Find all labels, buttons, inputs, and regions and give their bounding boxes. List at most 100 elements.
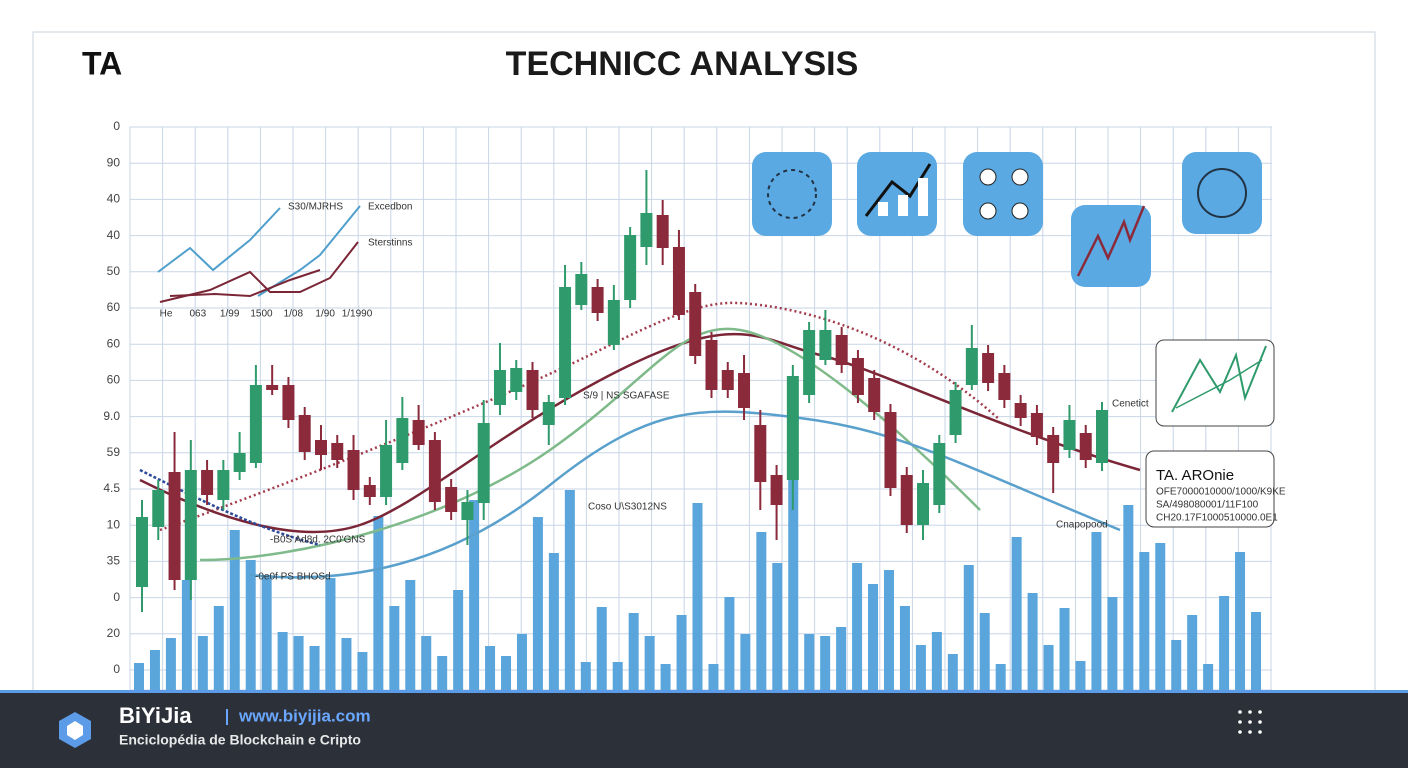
volume-bar [389, 606, 400, 690]
candle-body [835, 335, 848, 365]
candle-body [396, 418, 409, 463]
volume-bar [820, 636, 831, 690]
y-tick-label: 0 [113, 119, 120, 133]
volume-bar [1139, 552, 1150, 690]
volume-bar [979, 613, 990, 690]
volume-bar [1027, 593, 1038, 690]
volume-bar [660, 664, 671, 690]
volume-bar [1155, 543, 1166, 690]
volume-bar [1251, 612, 1261, 690]
candle-body [1063, 420, 1076, 450]
volume-bar [1203, 664, 1214, 690]
volume-bar [134, 663, 144, 690]
candle-body [249, 385, 262, 463]
volume-bar [245, 560, 256, 690]
volume-bar [1091, 532, 1102, 690]
inset-x-label: 1/99 [220, 309, 240, 320]
candle-body [526, 370, 539, 410]
menu-dot [1258, 730, 1262, 734]
candle-body [868, 378, 881, 412]
volume-bar [963, 565, 974, 690]
volume-bar [373, 516, 384, 690]
volume-bar [1043, 645, 1054, 690]
candle-body [428, 440, 441, 502]
volume [134, 470, 1261, 690]
candle-body [331, 443, 344, 460]
y-tick-label: 60 [107, 300, 121, 314]
candle-body [933, 443, 946, 505]
y-tick-label: 60 [107, 373, 121, 387]
footer: BiYiJia www.biyijia.com Enciclopédia de … [0, 690, 1408, 768]
volume-bar [644, 636, 655, 690]
volume-bar [437, 656, 448, 690]
candle-body [575, 274, 588, 305]
inset-x-label: 1/1990 [342, 309, 373, 320]
inset-x-label: He [160, 309, 173, 320]
menu-icon[interactable] [1238, 710, 1262, 734]
candle-body [786, 376, 799, 480]
candle-body [982, 353, 995, 383]
candle-body [884, 412, 897, 488]
volume-bar [1187, 615, 1198, 690]
y-tick-label: 0 [113, 590, 120, 604]
annotation: Cnapopood [1056, 520, 1108, 531]
icon [1182, 152, 1262, 234]
volume-bar [1059, 608, 1070, 690]
candle-body [1047, 435, 1060, 463]
candle-body [233, 453, 246, 472]
volume-bar [868, 584, 879, 690]
inset-line [159, 241, 359, 303]
volume-bar [229, 530, 240, 690]
annotation: Cenetict [1112, 399, 1149, 410]
volume-bar [485, 646, 496, 690]
volume-bar [501, 656, 512, 690]
volume-bar [261, 575, 272, 690]
volume-bar [149, 650, 160, 690]
volume-bar [1107, 597, 1118, 690]
y-tick-label: 50 [107, 264, 121, 278]
volume-bar [1171, 640, 1182, 690]
y-tick-label: 35 [107, 554, 121, 568]
candle-body [314, 440, 327, 455]
volume-bar [596, 607, 607, 690]
info-line: SA/498080001/11F100 [1156, 500, 1259, 511]
info-box [1145, 450, 1275, 528]
candle-body [672, 247, 685, 315]
volume-bar [197, 636, 208, 690]
candle-body [624, 235, 637, 300]
volume-bar [724, 597, 735, 690]
candle-body [201, 470, 214, 495]
icon-glyph [1171, 345, 1267, 413]
separator [226, 709, 228, 725]
candle-body [607, 300, 620, 345]
volume-bar [548, 553, 559, 690]
volume-bar [915, 645, 926, 690]
y-tick-label: 10 [107, 517, 121, 531]
url[interactable]: www.biyijia.com [238, 706, 371, 725]
volume-bar [1075, 661, 1086, 690]
volume-bar [628, 613, 639, 690]
volume-bar [676, 615, 687, 690]
volume-bar [165, 638, 176, 690]
volume-bar [325, 578, 336, 690]
icon-glyph [918, 178, 928, 216]
candle-body [640, 213, 653, 247]
annotation: Coso U\S3012NS [588, 502, 667, 513]
candle-body [689, 292, 702, 356]
inset-x-label: 1/90 [315, 309, 335, 320]
logo-inner [67, 721, 83, 740]
footer-line [0, 690, 1408, 693]
candle-body [770, 475, 783, 505]
y-tick-label: 40 [107, 192, 121, 206]
inset-x-label: 063 [189, 309, 206, 320]
candle-body [542, 402, 555, 425]
inset-line [257, 205, 361, 297]
icon-glyph [979, 168, 997, 186]
annotation: -B0S Ad8d. 2C0'GNS [270, 535, 366, 546]
volume-bar [532, 517, 543, 690]
volume-bar [947, 654, 958, 690]
candle-body [1096, 410, 1108, 463]
candle-body [217, 470, 230, 500]
volume-bar [995, 664, 1006, 690]
inset-legend: S30/MJRHS [288, 202, 343, 213]
